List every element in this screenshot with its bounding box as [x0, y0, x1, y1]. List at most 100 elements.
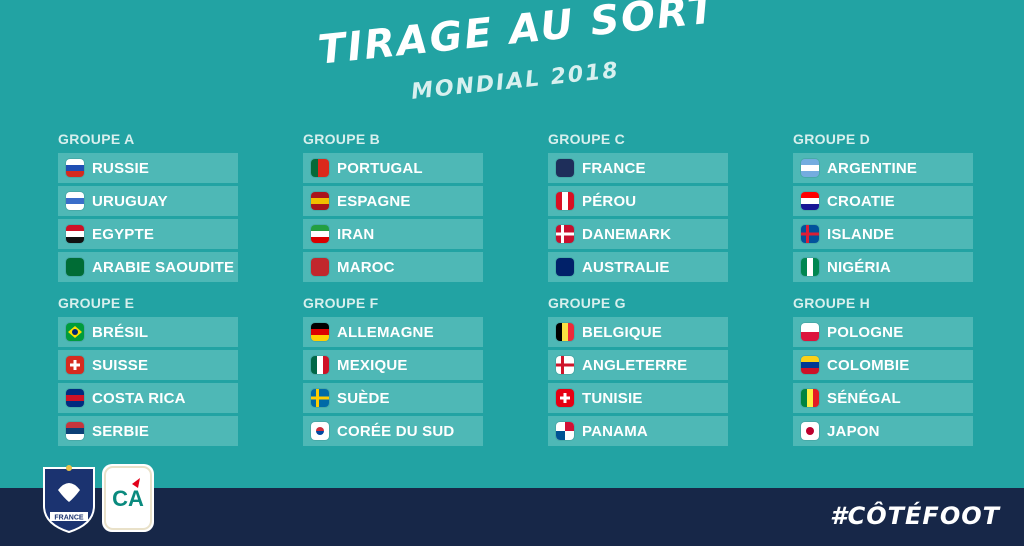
team-row: BELGIQUE [548, 317, 728, 347]
team-name: RUSSIE [92, 159, 150, 177]
group-g: GROUPE G BELGIQUE ANGLETERRE TUNISIE PANAMA [548, 292, 728, 446]
team-name: CORÉE DU SUD [337, 422, 455, 440]
team-name: JAPON [827, 422, 880, 440]
team-row: IRAN [303, 219, 483, 249]
team-name: MEXIQUE [337, 356, 408, 374]
team-row: CROATIE [793, 186, 973, 216]
team-row: ISLANDE [793, 219, 973, 249]
team-row: SÉNÉGAL [793, 383, 973, 413]
team-name: ISLANDE [827, 225, 895, 243]
flag-icon [556, 225, 574, 243]
team-row: COLOMBIE [793, 350, 973, 380]
fff-badge-text: FRANCE [54, 515, 83, 522]
team-name: PANAMA [582, 422, 648, 440]
flag-icon [311, 159, 329, 177]
group-f: GROUPE F ALLEMAGNE MEXIQUE SUÈDE CORÉE DU SU… [303, 292, 483, 446]
team-name: ARABIE SAOUDITE [92, 258, 235, 276]
flag-icon [311, 389, 329, 407]
team-row: ARABIE SAOUDITE [58, 252, 238, 282]
flag-icon [556, 192, 574, 210]
team-row: BRÉSIL [58, 317, 238, 347]
team-row: RUSSIE [58, 153, 238, 183]
team-name: IRAN [337, 225, 375, 243]
team-name: ARGENTINE [827, 159, 918, 177]
group-label: GROUPE E [58, 295, 135, 311]
team-row: MEXIQUE [303, 350, 483, 380]
team-row: ARGENTINE [793, 153, 973, 183]
flag-icon [556, 159, 574, 177]
team-name: FRANCE [582, 159, 646, 177]
team-name: COLOMBIE [827, 356, 910, 374]
flag-icon [556, 389, 574, 407]
flag-icon [311, 422, 329, 440]
team-row: FRANCE [548, 153, 728, 183]
group-label: GROUPE D [793, 131, 871, 147]
team-name: BRÉSIL [92, 323, 149, 341]
flag-icon [801, 422, 819, 440]
group-a: GROUPE A RUSSIE URUGUAY EGYPTE ARABIE SAOUDI… [58, 128, 238, 282]
team-row: PÉROU [548, 186, 728, 216]
team-row: ANGLETERRE [548, 350, 728, 380]
flag-icon [556, 422, 574, 440]
hashtag-text: #CÔTÉFOOT [829, 502, 1000, 530]
group-label: GROUPE B [303, 131, 381, 147]
flag-icon [801, 389, 819, 407]
team-name: POLOGNE [827, 323, 904, 341]
team-name: AUSTRALIE [582, 258, 670, 276]
flag-icon [801, 356, 819, 374]
team-row: SUÈDE [303, 383, 483, 413]
team-name: SUÈDE [337, 389, 390, 407]
flag-icon [801, 258, 819, 276]
flag-icon [66, 356, 84, 374]
team-name: ESPAGNE [337, 192, 411, 210]
flag-icon [66, 192, 84, 210]
team-row: MAROC [303, 252, 483, 282]
group-label: GROUPE C [548, 131, 626, 147]
team-name: EGYPTE [92, 225, 155, 243]
team-row: SERBIE [58, 416, 238, 446]
team-name: SÉNÉGAL [827, 389, 901, 407]
flag-icon [311, 258, 329, 276]
flag-icon [801, 159, 819, 177]
team-row: JAPON [793, 416, 973, 446]
sponsor-logo: CA [102, 464, 154, 532]
team-name: ALLEMAGNE [337, 323, 434, 341]
team-name: ANGLETERRE [582, 356, 688, 374]
group-label: GROUPE F [303, 295, 379, 311]
flag-icon [556, 258, 574, 276]
team-row: URUGUAY [58, 186, 238, 216]
team-row: CORÉE DU SUD [303, 416, 483, 446]
flag-icon [66, 389, 84, 407]
flag-icon [311, 323, 329, 341]
team-name: URUGUAY [92, 192, 168, 210]
team-name: PORTUGAL [337, 159, 423, 177]
team-row: COSTA RICA [58, 383, 238, 413]
flag-icon [801, 323, 819, 341]
team-row: PORTUGAL [303, 153, 483, 183]
flag-icon [66, 225, 84, 243]
team-name: CROATIE [827, 192, 895, 210]
team-row: AUSTRALIE [548, 252, 728, 282]
credit-agricole-logo-icon: CA [104, 466, 152, 530]
group-c: GROUPE C FRANCE PÉROU DANEMARK AUSTRALIE [548, 128, 728, 282]
team-name: SUISSE [92, 356, 149, 374]
flag-icon [801, 225, 819, 243]
team-name: BELGIQUE [582, 323, 662, 341]
flag-icon [66, 159, 84, 177]
team-row: TUNISIE [548, 383, 728, 413]
team-row: ALLEMAGNE [303, 317, 483, 347]
team-row: ESPAGNE [303, 186, 483, 216]
team-name: SERBIE [92, 422, 150, 440]
team-row: NIGÉRIA [793, 252, 973, 282]
page-subtitle: MONDIAL 2018 [410, 58, 621, 105]
group-d: GROUPE D ARGENTINE CROATIE ISLANDE NIGÉRIA [793, 128, 973, 282]
flag-icon [556, 323, 574, 341]
team-name: DANEMARK [582, 225, 672, 243]
flag-icon [801, 192, 819, 210]
team-name: PÉROU [582, 192, 637, 210]
team-row: EGYPTE [58, 219, 238, 249]
flag-icon [66, 323, 84, 341]
team-row: PANAMA [548, 416, 728, 446]
footer-bar: #CÔTÉFOOT [0, 488, 1024, 546]
group-e: GROUPE E BRÉSIL SUISSE COSTA RICA SERBIE [58, 292, 238, 446]
